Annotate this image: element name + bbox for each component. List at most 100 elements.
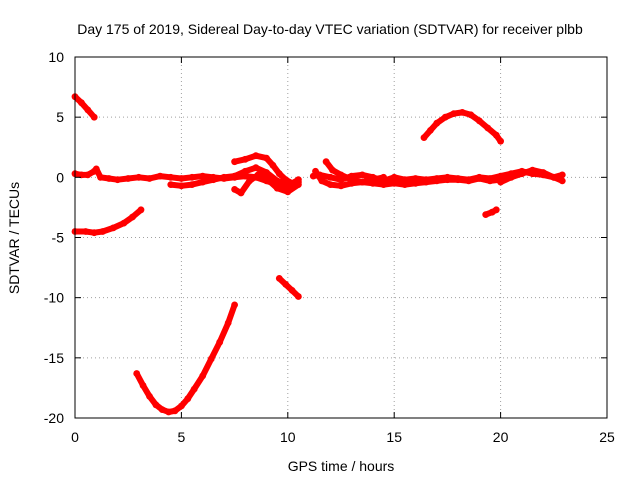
- data-point: [109, 224, 117, 232]
- data-point: [492, 131, 500, 139]
- data-point: [231, 172, 239, 180]
- data-point: [273, 184, 281, 192]
- data-point: [401, 176, 409, 184]
- data-point: [171, 407, 179, 415]
- data-point: [420, 134, 428, 142]
- data-point: [252, 152, 260, 160]
- data-point: [275, 170, 283, 178]
- data-point: [220, 173, 228, 181]
- data-point: [165, 408, 173, 416]
- data-point: [337, 182, 345, 190]
- data-point: [441, 113, 449, 121]
- data-point: [216, 338, 224, 346]
- series-arc-11: [322, 158, 387, 186]
- x-tick-label: 20: [493, 429, 509, 445]
- data-point: [207, 355, 215, 363]
- series-arc-2: [71, 206, 145, 237]
- y-tick-label: -10: [44, 290, 64, 306]
- data-point: [380, 173, 387, 181]
- data-point: [114, 176, 121, 184]
- data-point: [288, 179, 296, 187]
- grid-lines: [75, 57, 607, 418]
- data-point: [190, 385, 198, 393]
- data-point: [348, 176, 355, 184]
- data-point: [329, 166, 336, 174]
- data-point: [158, 406, 166, 413]
- series-layer: [71, 93, 566, 416]
- series-arc-5: [231, 171, 302, 197]
- data-point: [454, 175, 462, 182]
- data-point: [273, 177, 281, 185]
- y-tick-label: 0: [56, 169, 64, 185]
- data-point: [518, 170, 526, 178]
- x-tick-label: 15: [386, 429, 402, 445]
- data-point: [327, 181, 334, 189]
- data-point: [84, 106, 92, 114]
- data-point: [84, 171, 92, 179]
- data-point: [90, 229, 98, 237]
- data-point: [309, 172, 317, 180]
- data-point: [224, 319, 232, 327]
- series-arc-12: [497, 166, 566, 186]
- data-point: [318, 177, 326, 185]
- x-tick-label: 10: [280, 429, 296, 445]
- series-line: [276, 275, 302, 300]
- data-point: [282, 281, 290, 288]
- data-point: [295, 293, 302, 300]
- data-point: [99, 228, 107, 235]
- data-point: [231, 186, 239, 193]
- data-point: [178, 182, 185, 190]
- data-point: [263, 175, 270, 182]
- y-tick-label: 10: [48, 49, 64, 65]
- data-point: [422, 176, 430, 184]
- data-point: [550, 173, 558, 181]
- data-point: [358, 178, 366, 186]
- data-point: [129, 213, 136, 221]
- y-axis-title: SDTVAR / TECUs: [6, 182, 22, 294]
- data-point: [475, 173, 483, 181]
- data-point: [269, 161, 277, 169]
- data-point: [184, 395, 192, 403]
- data-point: [209, 176, 217, 184]
- data-point: [241, 155, 249, 163]
- data-point: [322, 158, 330, 166]
- data-point: [124, 175, 132, 182]
- y-tick-label: -5: [52, 230, 65, 246]
- series-arc-14: [482, 206, 500, 219]
- chart-title: Day 175 of 2019, Sidereal Day-to-day VTE…: [77, 21, 583, 37]
- data-point: [558, 177, 566, 185]
- x-tick-label: 25: [599, 429, 615, 445]
- data-point: [558, 171, 566, 179]
- data-point: [369, 176, 377, 184]
- data-point: [120, 219, 128, 227]
- data-point: [295, 176, 302, 184]
- series-arc-6: [231, 152, 302, 187]
- data-point: [465, 176, 473, 184]
- data-point: [199, 178, 207, 186]
- data-point: [188, 181, 196, 189]
- tick-labels: 0 5 10 15 20 25 -20 -15 -10 -5 0 5 10: [44, 49, 615, 445]
- data-point: [467, 111, 475, 119]
- data-point: [401, 181, 409, 189]
- data-point: [105, 175, 113, 182]
- data-point: [288, 287, 296, 294]
- data-point: [539, 169, 547, 176]
- series-arc-13: [420, 109, 504, 145]
- y-tick-label: -20: [44, 410, 64, 426]
- data-point: [178, 402, 185, 410]
- data-point: [327, 173, 334, 181]
- data-point: [133, 370, 141, 377]
- data-point: [139, 382, 147, 389]
- data-point: [390, 173, 398, 181]
- data-point: [82, 228, 89, 235]
- data-point: [241, 167, 249, 175]
- data-point: [337, 171, 345, 179]
- data-point: [507, 173, 515, 181]
- data-point: [492, 206, 500, 214]
- x-tick-label: 5: [178, 429, 186, 445]
- data-point: [237, 189, 245, 197]
- data-point: [390, 179, 398, 187]
- data-point: [78, 99, 85, 107]
- data-point: [316, 171, 324, 179]
